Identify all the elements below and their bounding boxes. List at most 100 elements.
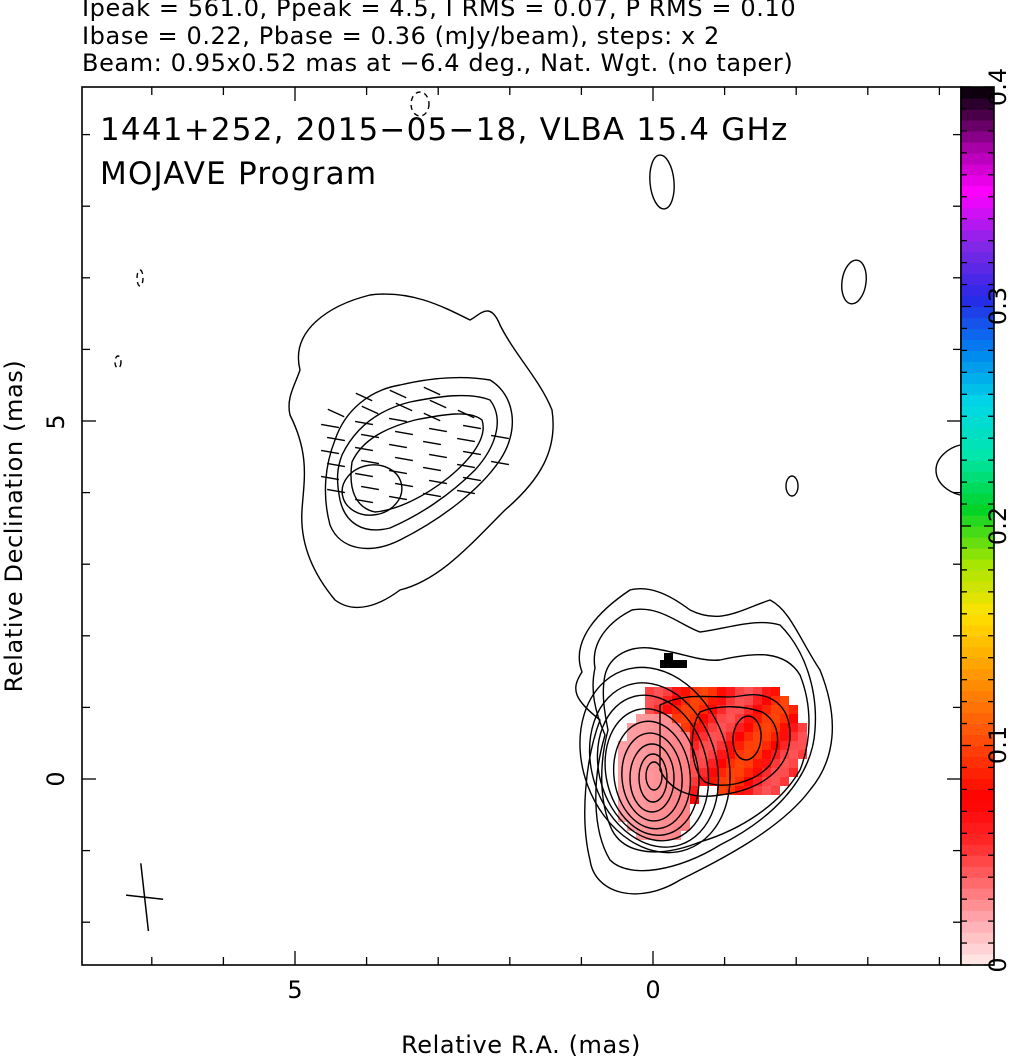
pol-pixel [744, 732, 753, 741]
pol-pixel [771, 777, 780, 786]
colorbar-segment [961, 372, 994, 384]
beam-cross [126, 863, 164, 931]
pol-pixel [753, 759, 762, 768]
pol-pixel [636, 741, 645, 750]
pol-pixel [699, 723, 708, 732]
pol-pixel [762, 759, 771, 768]
pol-pixel [708, 777, 717, 786]
pol-pixel [627, 804, 636, 813]
contour-core-5 [621, 732, 683, 822]
pol-pixel [654, 822, 663, 831]
contour-core-6 [629, 743, 675, 813]
pol-pixel [771, 741, 780, 750]
colorbar-segment [961, 767, 994, 780]
pol-pixel [717, 759, 726, 768]
pol-pixel [681, 795, 690, 804]
pol-pixel [708, 732, 717, 741]
colorbar-segment [961, 536, 994, 549]
evpa-vector [326, 488, 346, 494]
pol-pixel [645, 741, 654, 750]
colorbar-segment [961, 383, 994, 395]
contour-outer-0 [575, 588, 834, 895]
evpa-vector [462, 450, 482, 456]
pol-pixel [654, 804, 663, 813]
evpa-vector [354, 420, 374, 426]
evpa-vector [360, 459, 380, 465]
pol-pixel [726, 750, 735, 759]
evpa-vector [422, 466, 442, 472]
pol-pixel [645, 822, 654, 831]
pol-pixel [762, 705, 771, 714]
pol-pixel [663, 705, 672, 714]
pol-pixel [663, 786, 672, 795]
pol-pixel [627, 732, 636, 741]
pol-pixel [744, 696, 753, 705]
contour-core-3 [604, 707, 700, 837]
pol-pixel [771, 705, 780, 714]
colorbar-segment [961, 493, 994, 505]
evpa-vector [395, 402, 413, 412]
pol-pixel [690, 795, 699, 804]
evpa-vector [394, 430, 414, 436]
pol-pixel [762, 777, 771, 786]
colorbar-segment [961, 877, 994, 889]
header-line-3: Beam: 0.95x0.52 mas at −6.4 deg., Nat. W… [82, 49, 794, 77]
pol-pixel [771, 786, 780, 795]
pol-pixel [735, 714, 744, 723]
pol-pixel [636, 795, 645, 804]
pol-pixel [717, 687, 726, 696]
colorbar-segment [961, 207, 994, 220]
pol-pixel [744, 768, 753, 777]
pol-pixel [762, 732, 771, 741]
colorbar-segment [961, 646, 994, 659]
pol-pixel [762, 696, 771, 705]
colorbar-segment [961, 240, 994, 253]
pol-pixel [744, 687, 753, 696]
pol-pixel [771, 732, 780, 741]
pol-pixel [636, 723, 645, 732]
pol-pixel [717, 696, 726, 705]
pol-pixel [681, 786, 690, 795]
y-tick-label-5: 5 [42, 414, 70, 429]
pol-pixel [726, 786, 735, 795]
negative-contour [136, 269, 144, 287]
pol-pixel [780, 705, 789, 714]
pol-pixel [618, 741, 627, 750]
contour-outer-2 [601, 647, 810, 853]
source-annotation: 1441+252, 2015−05−18, VLBA 15.4 GHz [100, 112, 788, 148]
plot-frame [81, 86, 962, 966]
colorbar-segment [961, 361, 994, 373]
colorbar-segment [961, 734, 994, 747]
pol-pixel [744, 759, 753, 768]
pol-pixel [663, 741, 672, 750]
pol-pixel [762, 687, 771, 696]
pol-pixel [663, 813, 672, 822]
colorbar-segment [961, 943, 994, 955]
program-annotation: MOJAVE Program [100, 156, 377, 192]
colorbar-segment [961, 657, 994, 670]
pol-pixel [744, 714, 753, 723]
pol-pixel [681, 741, 690, 750]
colorbar-label-0.3: 0.3 [984, 287, 1012, 325]
evpa-vector [360, 485, 380, 491]
evpa-vector [360, 433, 380, 439]
pol-pixel [672, 768, 681, 777]
colorbar-segment [961, 174, 994, 187]
colorbar-segment [961, 284, 994, 297]
colorbar-segment [961, 822, 994, 834]
pol-pixel [627, 795, 636, 804]
contour-core-8 [645, 761, 663, 791]
colorbar-segment [961, 394, 994, 406]
pol-pixel [771, 714, 780, 723]
negative-contour [114, 355, 122, 369]
evpa-vector [388, 469, 408, 475]
pol-pixel [618, 795, 627, 804]
pol-pixel [762, 741, 771, 750]
contour-noise [841, 259, 867, 305]
pol-pixel [762, 714, 771, 723]
pol-pixel [636, 777, 645, 786]
pol-pixel [636, 804, 645, 813]
pol-pixel [645, 696, 654, 705]
header-line-2: Ibase = 0.22, Pbase = 0.36 (mJy/beam), s… [82, 22, 720, 50]
colorbar-segment [961, 635, 994, 648]
